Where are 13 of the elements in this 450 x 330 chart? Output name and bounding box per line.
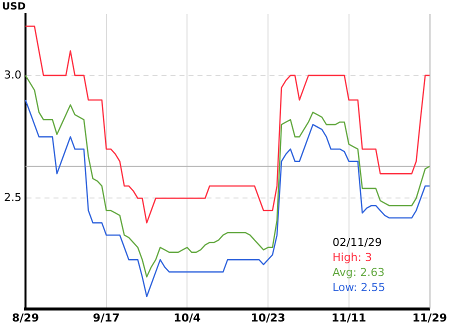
annotation: 02/11/29 <box>332 236 382 249</box>
x-tick-label: 11/11 <box>332 311 366 324</box>
y-tick-label: 3.0 <box>4 68 22 82</box>
y-axis-title: USD <box>2 2 26 13</box>
x-tick-label: 8/29 <box>12 311 39 324</box>
x-tick-label: 10/4 <box>174 311 202 324</box>
annotation: High: 3 <box>332 251 372 264</box>
x-tick-label: 9/17 <box>92 311 120 324</box>
annotation: Avg: 2.63 <box>332 266 385 279</box>
annotation: Low: 2.55 <box>332 281 386 294</box>
x-tick-label: 10/23 <box>250 311 286 324</box>
x-tick-label: 11/29 <box>412 311 448 324</box>
y-tick-label: 2.5 <box>4 191 22 204</box>
